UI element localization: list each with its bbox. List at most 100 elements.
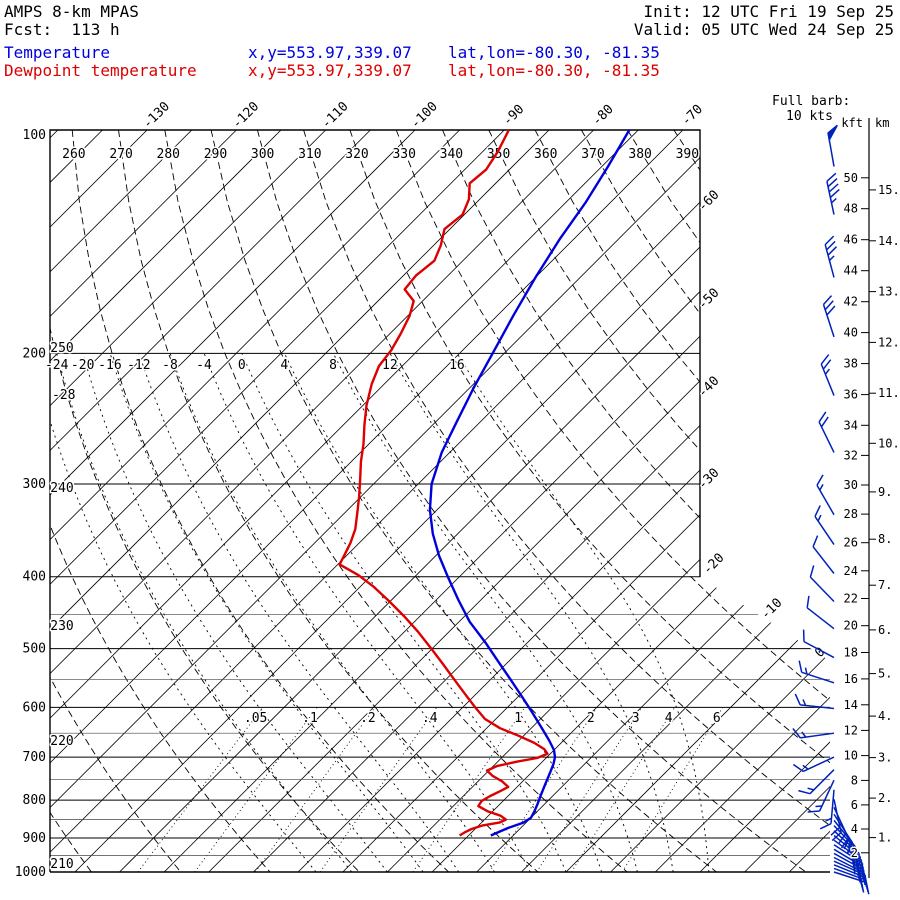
svg-text:km: km: [875, 116, 889, 130]
svg-text:8: 8: [329, 358, 337, 373]
svg-text:230: 230: [50, 619, 73, 634]
wind-barbs-group: [792, 124, 870, 895]
svg-text:-130: -130: [140, 99, 173, 132]
svg-text:48: 48: [844, 202, 858, 216]
altitude-axis: kft km50484644424038363432302826242220181…: [840, 115, 900, 878]
svg-text:3: 3: [632, 711, 640, 726]
svg-text:24: 24: [844, 564, 858, 578]
svg-text:240: 240: [50, 481, 73, 496]
svg-text:280: 280: [157, 147, 180, 162]
svg-text:4: 4: [665, 711, 673, 726]
svg-text:-12: -12: [127, 358, 150, 373]
dewpoint-legend-label: Dewpoint temperature: [4, 61, 197, 80]
temperature-xy: x,y=553.97,339.07: [248, 43, 412, 62]
svg-text:4.: 4.: [878, 709, 892, 723]
svg-text:-90: -90: [500, 102, 527, 129]
svg-text:34: 34: [844, 418, 858, 432]
svg-text:600: 600: [23, 700, 46, 715]
svg-text:46: 46: [844, 233, 858, 247]
svg-text:22: 22: [844, 592, 858, 606]
svg-text:-8: -8: [162, 358, 178, 373]
svg-text:290: 290: [204, 147, 227, 162]
svg-text:11.: 11.: [878, 386, 900, 400]
svg-text:6: 6: [851, 798, 858, 812]
svg-text:13.: 13.: [878, 285, 900, 299]
svg-text:250: 250: [50, 341, 73, 356]
temperature-latlon: lat,lon=-80.30, -81.35: [448, 43, 660, 62]
svg-text:1.: 1.: [878, 831, 892, 845]
svg-text:4: 4: [851, 822, 858, 836]
svg-text:300: 300: [23, 477, 46, 492]
svg-text:380: 380: [628, 147, 651, 162]
svg-text:15.: 15.: [878, 183, 900, 197]
svg-text:12: 12: [844, 723, 858, 737]
svg-text:220: 220: [50, 734, 73, 749]
svg-text:38: 38: [844, 357, 858, 371]
svg-text:700: 700: [23, 750, 46, 765]
svg-text:36: 36: [844, 388, 858, 402]
svg-text:-28: -28: [52, 388, 75, 403]
svg-text:2: 2: [587, 711, 595, 726]
svg-text:800: 800: [23, 793, 46, 808]
svg-text:kft: kft: [841, 116, 863, 130]
svg-text:-70: -70: [679, 102, 706, 129]
svg-text:300: 300: [251, 147, 274, 162]
svg-text:6.: 6.: [878, 623, 892, 637]
svg-text:.1: .1: [302, 711, 318, 726]
svg-text:-80: -80: [590, 102, 617, 129]
dewpoint-xy: x,y=553.97,339.07: [248, 61, 412, 80]
svg-text:12.: 12.: [878, 335, 900, 349]
svg-text:-120: -120: [230, 99, 263, 132]
svg-text:4: 4: [280, 358, 288, 373]
svg-text:42: 42: [844, 295, 858, 309]
svg-text:-10: -10: [758, 596, 785, 623]
svg-text:8: 8: [851, 773, 858, 787]
svg-text:18: 18: [844, 646, 858, 660]
temperature-trace: [428, 129, 631, 837]
isobars-group: [50, 130, 830, 872]
svg-text:1: 1: [514, 711, 522, 726]
svg-text:1000: 1000: [15, 865, 46, 880]
dry-adiabats-group: [50, 130, 830, 872]
barb-legend-line1: Full barb:: [772, 94, 851, 109]
svg-text:50: 50: [844, 171, 858, 185]
svg-text:-110: -110: [319, 99, 352, 132]
svg-text:100: 100: [23, 128, 46, 143]
svg-text:7.: 7.: [878, 578, 892, 592]
svg-text:10.: 10.: [878, 436, 900, 450]
model-title: AMPS 8-km MPAS: [4, 2, 139, 21]
svg-text:3.: 3.: [878, 751, 892, 765]
svg-text:10: 10: [844, 749, 858, 763]
plot-border: [49, 129, 830, 873]
grid-layer: [50, 130, 830, 872]
svg-text:16: 16: [844, 672, 858, 686]
svg-text:390: 390: [676, 147, 699, 162]
dewpoint-latlon: lat,lon=-80.30, -81.35: [448, 61, 660, 80]
svg-text:400: 400: [23, 570, 46, 585]
svg-text:5.: 5.: [878, 667, 892, 681]
svg-text:28: 28: [844, 507, 858, 521]
svg-text:40: 40: [844, 326, 858, 340]
svg-text:-20: -20: [71, 358, 94, 373]
svg-text:12: 12: [382, 358, 398, 373]
svg-text:-16: -16: [98, 358, 121, 373]
svg-text:16: 16: [449, 358, 465, 373]
svg-text:210: 210: [50, 857, 73, 872]
svg-text:-20: -20: [700, 551, 727, 578]
svg-text:330: 330: [392, 147, 415, 162]
svg-text:44: 44: [844, 264, 858, 278]
svg-text:.4: .4: [422, 711, 438, 726]
svg-text:260: 260: [62, 147, 85, 162]
svg-text:9.: 9.: [878, 485, 892, 499]
svg-text:.2: .2: [360, 711, 376, 726]
svg-text:30: 30: [844, 478, 858, 492]
svg-text:-4: -4: [196, 358, 212, 373]
svg-text:-100: -100: [408, 99, 441, 132]
svg-text:0: 0: [238, 358, 246, 373]
svg-text:14: 14: [844, 698, 858, 712]
svg-text:320: 320: [345, 147, 368, 162]
svg-text:-24: -24: [45, 358, 69, 373]
